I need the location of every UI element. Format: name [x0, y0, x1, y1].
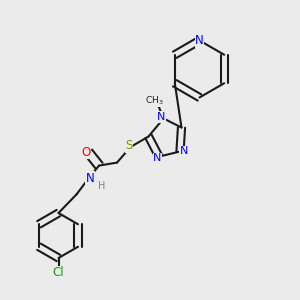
Text: H: H [98, 181, 106, 191]
Text: Cl: Cl [53, 266, 64, 280]
Text: O: O [82, 146, 91, 159]
Text: N: N [157, 112, 165, 122]
Text: N: N [195, 34, 204, 47]
Text: N: N [85, 172, 94, 185]
Text: N: N [179, 146, 188, 157]
Text: CH$_3$: CH$_3$ [145, 94, 164, 107]
Text: N: N [153, 153, 162, 163]
Text: S: S [125, 139, 133, 152]
